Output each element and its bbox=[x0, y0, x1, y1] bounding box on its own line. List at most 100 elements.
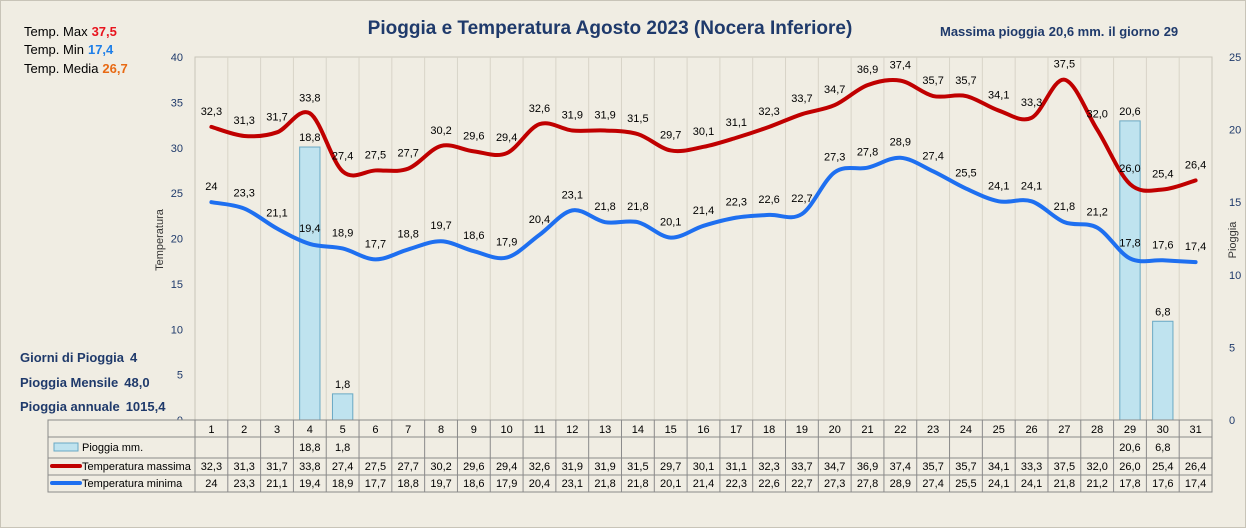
table-cell-value: 18,8 bbox=[398, 478, 419, 490]
temp-min-point-label: 21,8 bbox=[627, 201, 648, 213]
temp-min-point-label: 21,8 bbox=[1054, 201, 1075, 213]
table-cell-value: 21,4 bbox=[693, 478, 714, 490]
temp-max-point-label: 37,5 bbox=[1054, 59, 1075, 71]
temp-max-point-label: 35,7 bbox=[955, 75, 976, 87]
temp-max-point-label: 29,7 bbox=[660, 129, 681, 141]
table-cell-value: 29,7 bbox=[660, 461, 681, 473]
temp-min-point-label: 18,6 bbox=[463, 230, 484, 242]
temp-max-point-label: 29,6 bbox=[463, 130, 484, 142]
table-cell-value: 20,4 bbox=[529, 478, 550, 490]
rain-days-stat: Giorni di Pioggia 4 bbox=[20, 350, 137, 365]
table-cell-value: 19,4 bbox=[299, 478, 320, 490]
table-cell-value: 18,6 bbox=[463, 478, 484, 490]
table-cell-value: 24,1 bbox=[988, 478, 1009, 490]
x-tick-label: 10 bbox=[501, 424, 513, 436]
temp-max-point-label: 31,1 bbox=[726, 117, 747, 129]
table-cell-value: 17,7 bbox=[365, 478, 386, 490]
temp-min-stat: Temp. Min 17,4 bbox=[24, 42, 113, 57]
temp-min-point-label: 27,4 bbox=[922, 150, 943, 162]
x-tick-label: 5 bbox=[340, 424, 346, 436]
table-cell-value: 31,7 bbox=[266, 461, 287, 473]
temp-min-line bbox=[209, 155, 1198, 265]
table-cell-value: 21,8 bbox=[594, 478, 615, 490]
table-cell-value: 31,1 bbox=[726, 461, 747, 473]
temp-min-point-label: 17,9 bbox=[496, 237, 517, 249]
rain-bar-label: 6,8 bbox=[1155, 306, 1170, 318]
table-cell-value: 22,3 bbox=[726, 478, 747, 490]
temp-min-point-label: 20,1 bbox=[660, 217, 681, 229]
rain-days-label: Giorni di Pioggia bbox=[20, 350, 124, 365]
table-cell-value: 30,2 bbox=[430, 461, 451, 473]
temp-min-point-label: 17,4 bbox=[1185, 241, 1206, 253]
temp-min-point-label: 27,8 bbox=[857, 147, 878, 159]
y-left-tick-label: 35 bbox=[171, 97, 183, 109]
table-cell-value: 20,6 bbox=[1119, 442, 1140, 454]
table-cell-value: 33,3 bbox=[1021, 461, 1042, 473]
temp-avg-value: 26,7 bbox=[102, 61, 128, 76]
y-left-tick-label: 10 bbox=[171, 324, 183, 336]
temp-min-label: Temp. Min bbox=[24, 42, 84, 57]
temp-min-point-label: 27,3 bbox=[824, 151, 845, 163]
y-right-tick-label: 20 bbox=[1229, 125, 1241, 137]
rain-bar-label: 1,8 bbox=[335, 379, 350, 391]
table-cell-value: 17,8 bbox=[1119, 478, 1140, 490]
temp-max-point-label: 27,7 bbox=[398, 148, 419, 160]
temp-min-point-label: 25,5 bbox=[955, 168, 976, 180]
table-cell-value: 31,3 bbox=[233, 461, 254, 473]
table-cell-value: 32,6 bbox=[529, 461, 550, 473]
x-tick-label: 27 bbox=[1058, 424, 1070, 436]
table-cell-value: 25,5 bbox=[955, 478, 976, 490]
x-tick-label: 1 bbox=[208, 424, 214, 436]
temp-max-point-label: 33,8 bbox=[299, 92, 320, 104]
table-cell-value: 26,4 bbox=[1185, 461, 1206, 473]
x-tick-label: 3 bbox=[274, 424, 280, 436]
rain-bar bbox=[1152, 320, 1174, 421]
rain-bar-label: 18,8 bbox=[299, 132, 320, 144]
table-cell-value: 31,5 bbox=[627, 461, 648, 473]
y-left-tick-label: 20 bbox=[171, 234, 183, 246]
x-tick-label: 20 bbox=[829, 424, 841, 436]
table-cell-value: 23,3 bbox=[233, 478, 254, 490]
rain-year-stat: Pioggia annuale 1015,4 bbox=[20, 399, 165, 414]
y-left-tick-label: 30 bbox=[171, 143, 183, 155]
temp-min-point-label: 19,4 bbox=[299, 223, 320, 235]
y-right-tick-label: 5 bbox=[1229, 342, 1235, 354]
table-cell-value: 17,6 bbox=[1152, 478, 1173, 490]
temp-max-point-label: 31,3 bbox=[233, 115, 254, 127]
table-cell-value: 22,7 bbox=[791, 478, 812, 490]
temp-max-value: 37,5 bbox=[91, 24, 117, 39]
x-tick-label: 4 bbox=[307, 424, 313, 436]
temp-max-point-label: 35,7 bbox=[922, 75, 943, 87]
temp-max-point-label: 30,2 bbox=[430, 125, 451, 137]
table-cell-value: 30,1 bbox=[693, 461, 714, 473]
table-cell-value: 33,8 bbox=[299, 461, 320, 473]
table-cell-value: 21,1 bbox=[266, 478, 287, 490]
rain-bar-label: 20,6 bbox=[1119, 106, 1140, 118]
rain-year-label: Pioggia annuale bbox=[20, 399, 120, 414]
temp-max-point-label: 30,1 bbox=[693, 126, 714, 138]
temp-min-point-label: 17,7 bbox=[365, 238, 386, 250]
y-left-tick-label: 5 bbox=[177, 370, 183, 382]
legend-label: Temperatura minima bbox=[82, 478, 183, 490]
temp-min-point-label: 18,8 bbox=[398, 228, 419, 240]
table-cell-value: 31,9 bbox=[594, 461, 615, 473]
x-tick-label: 30 bbox=[1157, 424, 1169, 436]
table-cell-value: 6,8 bbox=[1155, 442, 1170, 454]
temp-max-point-label: 29,4 bbox=[496, 132, 517, 144]
chart-title: Pioggia e Temperatura Agosto 2023 (Nocer… bbox=[367, 18, 853, 39]
y-left-tick-label: 15 bbox=[171, 279, 183, 291]
x-tick-label: 26 bbox=[1025, 424, 1037, 436]
y-right-tick-label: 25 bbox=[1229, 52, 1241, 64]
temp-max-point-label: 32,6 bbox=[529, 103, 550, 115]
table-cell-value: 29,6 bbox=[463, 461, 484, 473]
table-cell-value: 32,3 bbox=[758, 461, 779, 473]
rain-bar bbox=[299, 146, 321, 421]
temp-min-point-label: 28,9 bbox=[890, 137, 911, 149]
temp-max-point-label: 36,9 bbox=[857, 64, 878, 76]
temp-max-label: Temp. Max bbox=[24, 24, 88, 39]
temp-max-point-label: 37,4 bbox=[890, 60, 911, 72]
table-cell-value: 27,8 bbox=[857, 478, 878, 490]
table-cell-value: 21,2 bbox=[1086, 478, 1107, 490]
x-tick-label: 12 bbox=[566, 424, 578, 436]
